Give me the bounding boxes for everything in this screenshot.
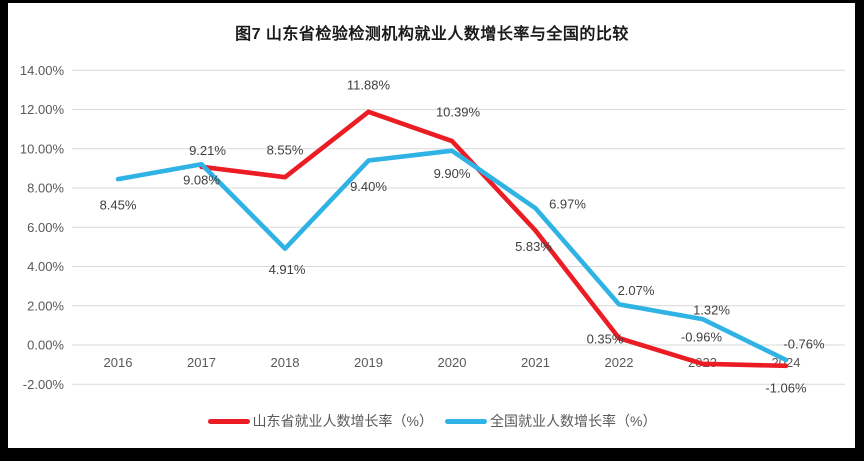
y-axis-tick-label: 2.00%: [27, 298, 64, 313]
chart-legend: 山东省就业人数增长率（%） 全国就业人数增长率（%）: [0, 411, 864, 431]
data-label-national: 6.97%: [549, 197, 586, 212]
data-label-national: 4.91%: [269, 262, 306, 277]
data-label-national: 2.07%: [618, 283, 655, 298]
data-label-national: 9.21%: [189, 143, 226, 158]
data-label-national: 9.40%: [350, 179, 387, 194]
y-axis-tick-label: 10.00%: [20, 141, 65, 156]
series-line-national: [115, 148, 789, 363]
x-axis-tick-label: 2017: [187, 355, 216, 370]
y-axis-tick-label: 14.00%: [20, 63, 65, 78]
legend-item-national: 全国就业人数增长率（%）: [445, 411, 656, 431]
data-label-shandong: 0.35%: [587, 332, 624, 347]
data-label-shandong: 11.88%: [347, 77, 391, 92]
data-label-national: 1.32%: [693, 303, 730, 318]
y-axis-tick-label: 0.00%: [27, 338, 64, 353]
y-axis-tick-label: 6.00%: [27, 220, 64, 235]
x-axis-tick-label: 2018: [271, 355, 300, 370]
x-axis-tick-label: 2020: [438, 355, 467, 370]
y-axis-tick-label: 12.00%: [20, 102, 65, 117]
data-label-shandong: 10.39%: [436, 105, 481, 120]
legend-label-shandong: 山东省就业人数增长率（%）: [252, 413, 433, 429]
x-axis-tick-label: 2019: [354, 355, 383, 370]
legend-swatch-shandong-icon: [207, 418, 250, 424]
x-axis-tick-label: 2021: [521, 355, 550, 370]
data-label-national: -0.76%: [783, 336, 825, 351]
y-axis-tick-label: -2.00%: [23, 377, 65, 392]
data-label-shandong: 8.55%: [267, 143, 304, 158]
y-axis-tick-label: 4.00%: [27, 259, 64, 274]
chart-title: 图7 山东省检验检测机构就业人数增长率与全国的比较: [235, 26, 629, 43]
data-label-national: 8.45%: [100, 198, 137, 213]
series-line-shandong: [199, 109, 789, 369]
y-axis-tick-label: 8.00%: [27, 181, 64, 196]
data-label-shandong: 5.83%: [515, 239, 552, 254]
x-axis-tick-label: 2022: [605, 355, 634, 370]
data-label-national: 9.90%: [434, 166, 471, 181]
legend-item-shandong: 山东省就业人数增长率（%）: [207, 411, 433, 431]
legend-label-national: 全国就业人数增长率（%）: [490, 413, 657, 429]
data-label-shandong: 9.08%: [183, 172, 220, 187]
chart-background: [8, 3, 855, 448]
legend-swatch-national-icon: [445, 418, 487, 424]
data-label-shandong: -1.06%: [765, 380, 807, 395]
x-axis-tick-label: 2016: [104, 355, 133, 370]
data-label-shandong: -0.96%: [681, 329, 723, 344]
